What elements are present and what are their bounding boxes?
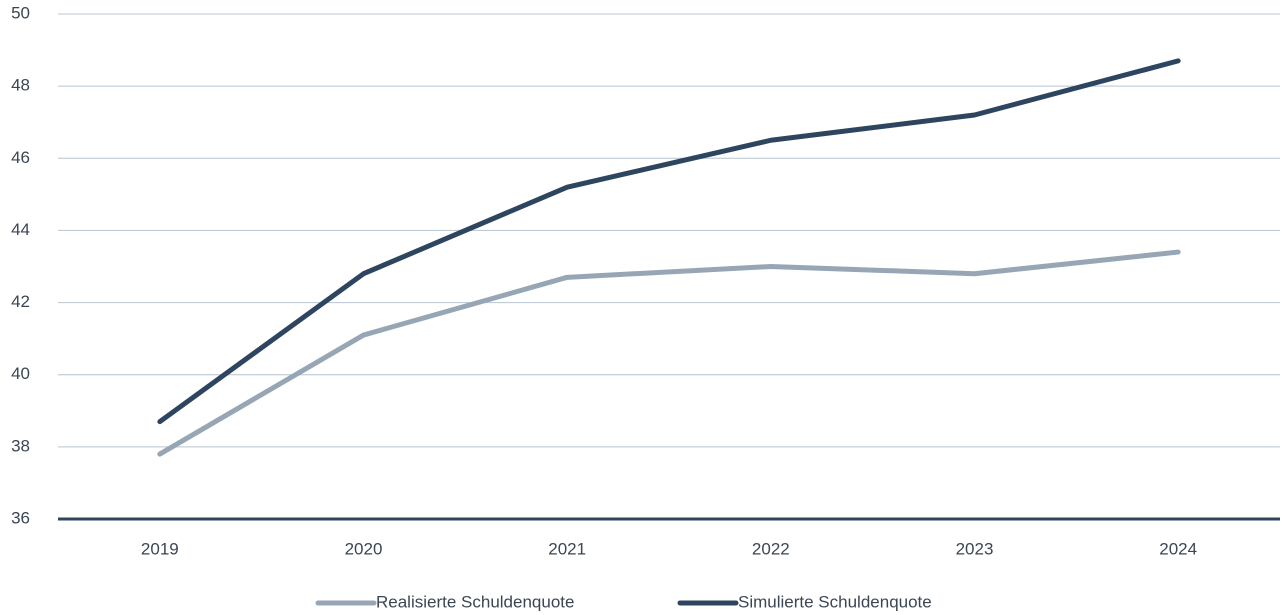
y-tick-label: 38 bbox=[11, 436, 30, 455]
line-series bbox=[157, 58, 1181, 425]
y-tick-label: 42 bbox=[11, 292, 30, 311]
legend-label: Simulierte Schuldenquote bbox=[738, 592, 932, 611]
y-tick-label: 40 bbox=[11, 364, 30, 383]
x-tick-label: 2023 bbox=[956, 539, 994, 558]
x-tick-label: 2024 bbox=[1159, 539, 1197, 558]
y-tick-label: 50 bbox=[11, 3, 30, 22]
y-tick-label: 46 bbox=[11, 148, 30, 167]
y-tick-label: 36 bbox=[11, 508, 30, 527]
y-tick-label: 44 bbox=[11, 220, 30, 239]
y-tick-label: 48 bbox=[11, 76, 30, 95]
line-series bbox=[157, 249, 1181, 457]
legend-label: Realisierte Schuldenquote bbox=[376, 592, 574, 611]
x-tick-label: 2021 bbox=[548, 539, 586, 558]
x-tick-label: 2019 bbox=[141, 539, 179, 558]
x-tick-label: 2022 bbox=[752, 539, 790, 558]
x-tick-label: 2020 bbox=[345, 539, 383, 558]
